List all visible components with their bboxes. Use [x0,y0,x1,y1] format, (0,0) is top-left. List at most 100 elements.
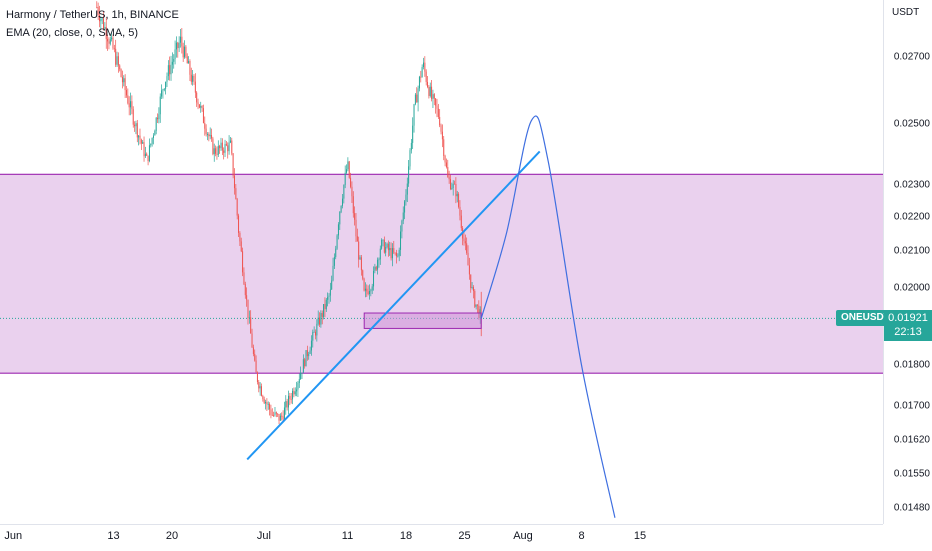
price-tick-label: 0.02100 [893,245,930,257]
candle-body [393,248,395,253]
candle-body [314,331,316,336]
time-axis[interactable]: Jun 13 20 Jul 11 18 25 Aug 8 15 [0,524,883,551]
candle-body [304,359,306,367]
candle-body [238,215,240,233]
range-zone [0,174,883,374]
price-tick-label: 0.02000 [893,282,930,294]
candle-body [328,295,330,298]
candle-body [443,139,445,156]
candle-body [468,265,470,275]
candle-body [352,196,354,214]
candle-body [277,413,279,415]
candle-body [348,161,350,178]
candle-body [402,212,404,221]
candle-body [96,6,98,8]
candle-body [246,295,248,300]
candle-body [182,46,184,58]
candle-body [163,88,165,90]
price-axis[interactable]: USDT 0.02700 0.02500 0.02300 0.02200 0.02100… [883,0,932,524]
candle-body [113,48,115,50]
candle-body [467,252,469,266]
candle-body [427,81,429,87]
candle-body [292,390,294,400]
candle-body [233,175,235,189]
candle-body [339,211,341,225]
candle-body [278,413,280,421]
candle-body [456,193,458,197]
candle-body [476,304,478,306]
candle-body [270,409,272,415]
candle-body [475,304,477,307]
bar-countdown: 22:13 [894,326,922,339]
candle-body [440,125,442,132]
candle-body [436,105,438,109]
candle-body [325,299,327,310]
candle-body [192,75,194,82]
candle-body [265,402,267,404]
candle-body [198,104,200,108]
candle-body [243,272,245,285]
indicator-legend[interactable]: EMA (20, close, 0, SMA, 5) [6,27,139,39]
candle-body [424,62,426,72]
candle-body [344,172,346,185]
candle-body [151,137,153,144]
candle-body [422,62,424,68]
candle-body [432,94,434,99]
candle-body [181,36,183,47]
candle-body [267,404,269,405]
candle-body [428,86,430,96]
candle-body [395,252,397,257]
candle-body [223,150,225,153]
candle-body [398,249,400,256]
candle-body [341,198,343,206]
candle-body [252,347,254,354]
candle-body [340,205,342,212]
candle-body [346,169,348,173]
candle-body [139,135,141,140]
candle-body [131,101,133,110]
candle-body [441,131,443,140]
price-tick-label: 0.02200 [893,211,930,223]
last-price-value: 0.01921 [888,312,928,325]
candle-body [286,401,288,408]
candle-body [97,7,99,15]
candle-body [103,18,105,29]
candle-body [146,153,148,156]
candle-body [193,75,195,82]
candle-body [335,248,337,258]
candle-body [205,128,207,135]
candle-body [144,153,146,157]
candle-body [260,386,262,396]
candle-body [235,188,237,200]
candle-body [377,259,379,270]
candle-body [240,241,242,252]
candle-body [293,390,295,395]
candle-body [188,61,190,64]
chart-area[interactable]: Harmony / TetherUS, 1h, BINANCE EMA (20,… [0,0,883,524]
candle-body [119,65,121,70]
trendline [246,150,541,461]
candle-body [250,317,252,334]
candle-body [273,415,275,416]
candle-body [355,219,357,237]
candle-body [390,247,392,259]
time-tick-label: Jun [4,530,23,542]
candle-body [117,56,119,66]
candle-body [242,251,244,273]
candle-body [200,106,202,108]
candle-body [220,142,222,149]
candle-body [275,412,277,414]
candle-body [306,350,308,357]
candle-body [394,252,396,254]
candle-body [425,71,427,82]
candle-body [308,353,310,357]
candle-body [323,304,325,317]
price-chart[interactable] [0,0,883,524]
price-tick-label: 0.02300 [893,179,930,191]
candle-body [289,395,291,400]
candle-body [228,142,230,152]
candle-body [281,415,283,417]
candle-body [248,317,250,319]
candle-body [244,284,246,296]
candle-body [406,183,408,195]
